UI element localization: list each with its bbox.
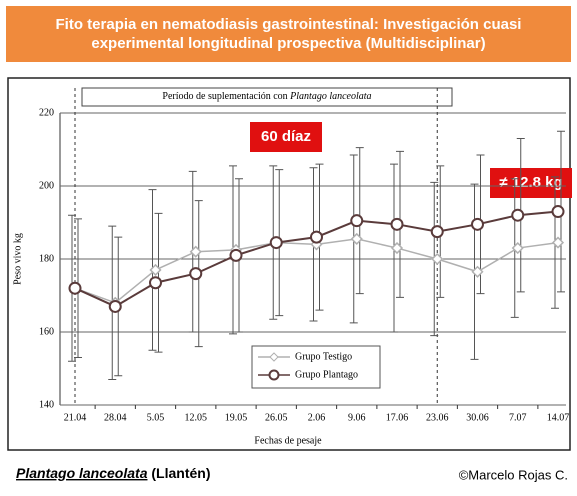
x-tick-label: 26.05	[265, 412, 288, 423]
legend-marker	[268, 369, 280, 381]
marker	[189, 267, 203, 281]
x-tick-label: 19.05	[225, 412, 248, 423]
marker	[390, 217, 404, 231]
marker	[390, 241, 404, 255]
marker	[350, 214, 364, 228]
marker	[68, 281, 82, 295]
marker	[551, 205, 565, 219]
legend-marker	[269, 352, 279, 362]
x-tick-label: 28.04	[104, 412, 127, 423]
x-tick-label: 7.07	[509, 412, 527, 423]
slide-title: Fito terapia en nematodiasis gastrointes…	[6, 6, 571, 62]
footer-species: Plantago lanceolata (Llantén)	[16, 465, 210, 481]
x-axis-label: Fechas de pesaje	[254, 435, 322, 446]
x-tick-label: 23.06	[426, 412, 449, 423]
y-tick-label: 200	[39, 180, 54, 191]
x-tick-label: 2.06	[308, 412, 326, 423]
legend-label: Grupo Testigo	[295, 351, 352, 362]
annotation-box	[250, 122, 322, 152]
marker	[269, 236, 283, 250]
credit: ©Marcelo Rojas C.	[459, 467, 568, 482]
x-tick-label: 5.05	[147, 412, 165, 423]
y-tick-label: 220	[39, 107, 54, 118]
marker	[511, 241, 524, 255]
marker	[551, 236, 565, 249]
annotation-box	[490, 168, 572, 198]
x-tick-label: 9.06	[348, 412, 366, 423]
marker	[350, 232, 363, 245]
period-species: Plantago lanceolata	[289, 91, 371, 102]
marker	[229, 248, 243, 262]
x-tick-label: 30.06	[466, 412, 489, 423]
period-label: Período de suplementación con Plantago l…	[162, 91, 371, 102]
marker	[471, 265, 484, 278]
marker	[310, 230, 323, 244]
marker	[149, 263, 162, 277]
x-tick-label: 14.07	[547, 412, 570, 423]
period-box	[81, 87, 453, 107]
annotation: 60 díaz	[261, 128, 311, 145]
marker	[471, 217, 484, 231]
marker	[189, 245, 202, 258]
chart-frame	[7, 77, 571, 451]
y-tick-label: 180	[39, 253, 54, 264]
common-name: (Llantén)	[151, 465, 210, 481]
legend-label: Grupo Plantago	[295, 369, 358, 380]
marker	[149, 276, 162, 290]
x-tick-label: 21.04	[64, 412, 87, 423]
marker	[511, 208, 525, 222]
period-text: Período de suplementación con	[162, 91, 287, 102]
species: Plantago lanceolata	[16, 465, 148, 481]
x-tick-label: 12.05	[185, 412, 208, 423]
marker	[108, 299, 122, 313]
marker	[431, 252, 444, 266]
y-tick-label: 140	[39, 399, 54, 410]
x-tick-label: 17.06	[386, 412, 409, 423]
marker	[430, 225, 444, 239]
y-axis-label: Peso vivo kg	[12, 233, 23, 285]
y-tick-label: 160	[39, 326, 54, 337]
